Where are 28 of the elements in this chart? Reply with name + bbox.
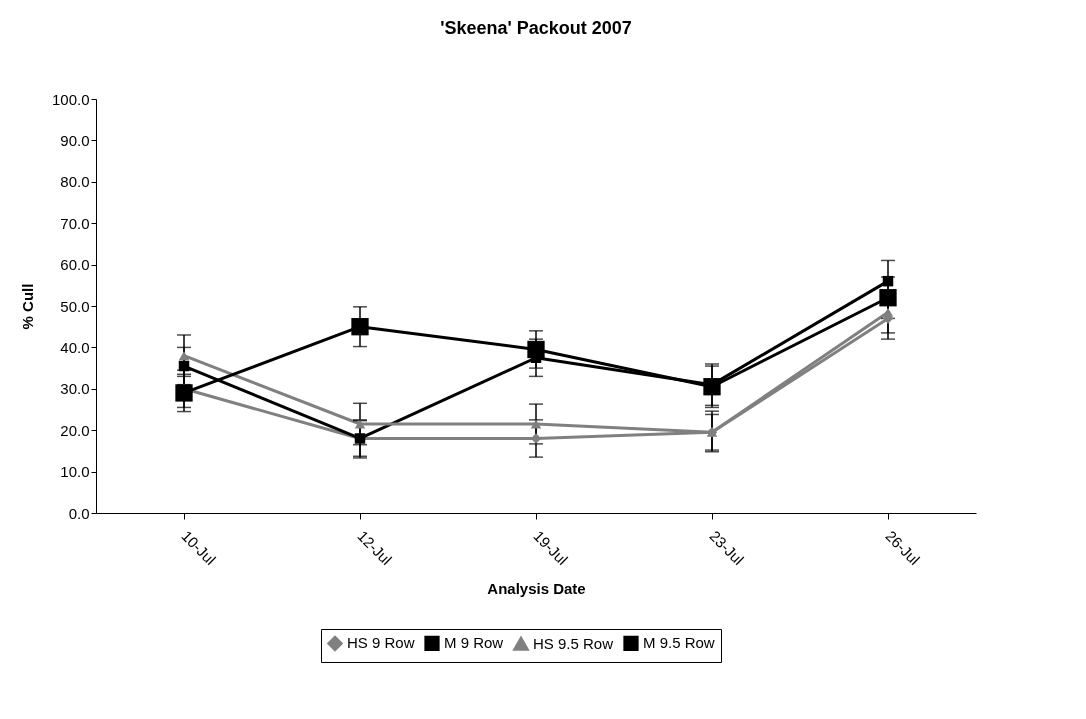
legend-label: M 9 Row bbox=[444, 634, 504, 652]
y-tick-label: 60.0 bbox=[60, 256, 90, 274]
y-tick-label: 80.0 bbox=[60, 173, 90, 191]
y-tick-label: 10.0 bbox=[60, 463, 90, 481]
chart-title: 'Skeena' Packout 2007 bbox=[440, 18, 632, 38]
point bbox=[354, 419, 366, 429]
point bbox=[530, 419, 542, 429]
point bbox=[703, 378, 721, 396]
y-tick-label: 100.0 bbox=[51, 90, 90, 108]
y-tick-label: 0.0 bbox=[68, 504, 90, 522]
legend-label: HS 9 Row bbox=[347, 634, 415, 652]
point bbox=[882, 275, 894, 287]
y-tick-label: 30.0 bbox=[60, 380, 90, 398]
legend-label: M 9.5 Row bbox=[643, 634, 715, 652]
y-tick-label: 90.0 bbox=[60, 131, 90, 149]
y-axis-title: % Cull bbox=[18, 283, 36, 330]
y-tick-label: 70.0 bbox=[60, 214, 90, 232]
legend-label: HS 9.5 Row bbox=[533, 634, 614, 652]
point bbox=[879, 289, 897, 307]
point bbox=[178, 351, 190, 361]
point bbox=[175, 384, 193, 402]
y-tick-label: 50.0 bbox=[60, 297, 90, 315]
y-tick-label: 20.0 bbox=[60, 421, 90, 439]
x-axis-title: Analysis Date bbox=[487, 580, 586, 598]
point bbox=[178, 360, 190, 372]
y-tick-label: 40.0 bbox=[60, 338, 90, 356]
point bbox=[351, 318, 369, 336]
point bbox=[527, 340, 545, 359]
